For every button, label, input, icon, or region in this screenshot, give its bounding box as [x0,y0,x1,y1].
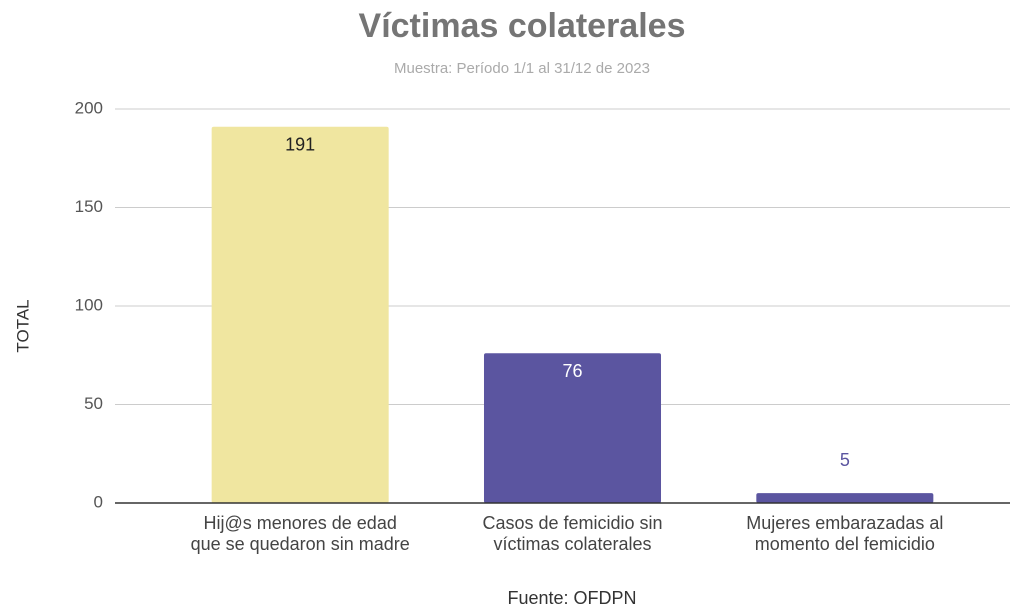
y-axis-label: TOTAL [13,299,32,352]
y-tick-label: 0 [94,492,103,511]
x-tick-label: víctimas colaterales [493,534,651,554]
x-tick-label: Mujeres embarazadas al [746,513,943,533]
x-tick-label: Hij@s menores de edad [203,513,396,533]
x-tick-label: que se quedaron sin madre [191,534,410,554]
chart-subtitle: Muestra: Período 1/1 al 31/12 de 2023 [394,60,650,77]
x-tick-label: Casos de femicidio sin [482,513,662,533]
data-label: 191 [285,134,315,154]
bar [211,126,389,503]
y-tick-label: 50 [84,394,103,413]
data-label: 76 [562,361,582,381]
data-label: 5 [840,450,850,470]
x-tick-label: momento del femicidio [755,534,935,554]
chart-title: Víctimas colaterales [359,7,686,45]
source-note: Fuente: OFDPN [507,588,636,608]
y-tick-label: 200 [75,98,103,117]
y-tick-label: 150 [75,197,103,216]
bar [756,493,934,503]
bar [483,353,662,503]
y-tick-label: 100 [75,295,103,314]
